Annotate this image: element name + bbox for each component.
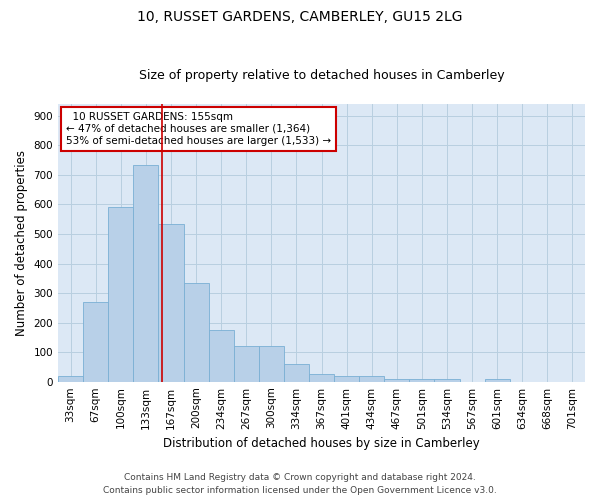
- Bar: [359, 376, 384, 382]
- Bar: [83, 302, 108, 382]
- Bar: [133, 164, 158, 382]
- Bar: [434, 380, 460, 382]
- Y-axis label: Number of detached properties: Number of detached properties: [15, 150, 28, 336]
- Bar: [309, 374, 334, 382]
- Text: 10, RUSSET GARDENS, CAMBERLEY, GU15 2LG: 10, RUSSET GARDENS, CAMBERLEY, GU15 2LG: [137, 10, 463, 24]
- Bar: [108, 208, 133, 382]
- Bar: [184, 282, 209, 382]
- X-axis label: Distribution of detached houses by size in Camberley: Distribution of detached houses by size …: [163, 437, 480, 450]
- Bar: [334, 376, 359, 382]
- Title: Size of property relative to detached houses in Camberley: Size of property relative to detached ho…: [139, 69, 505, 82]
- Bar: [259, 346, 284, 382]
- Bar: [58, 376, 83, 382]
- Bar: [158, 224, 184, 382]
- Bar: [209, 330, 233, 382]
- Text: Contains HM Land Registry data © Crown copyright and database right 2024.
Contai: Contains HM Land Registry data © Crown c…: [103, 474, 497, 495]
- Bar: [485, 380, 510, 382]
- Bar: [233, 346, 259, 382]
- Bar: [284, 364, 309, 382]
- Bar: [384, 380, 409, 382]
- Bar: [409, 380, 434, 382]
- Text: 10 RUSSET GARDENS: 155sqm
← 47% of detached houses are smaller (1,364)
53% of se: 10 RUSSET GARDENS: 155sqm ← 47% of detac…: [66, 112, 331, 146]
